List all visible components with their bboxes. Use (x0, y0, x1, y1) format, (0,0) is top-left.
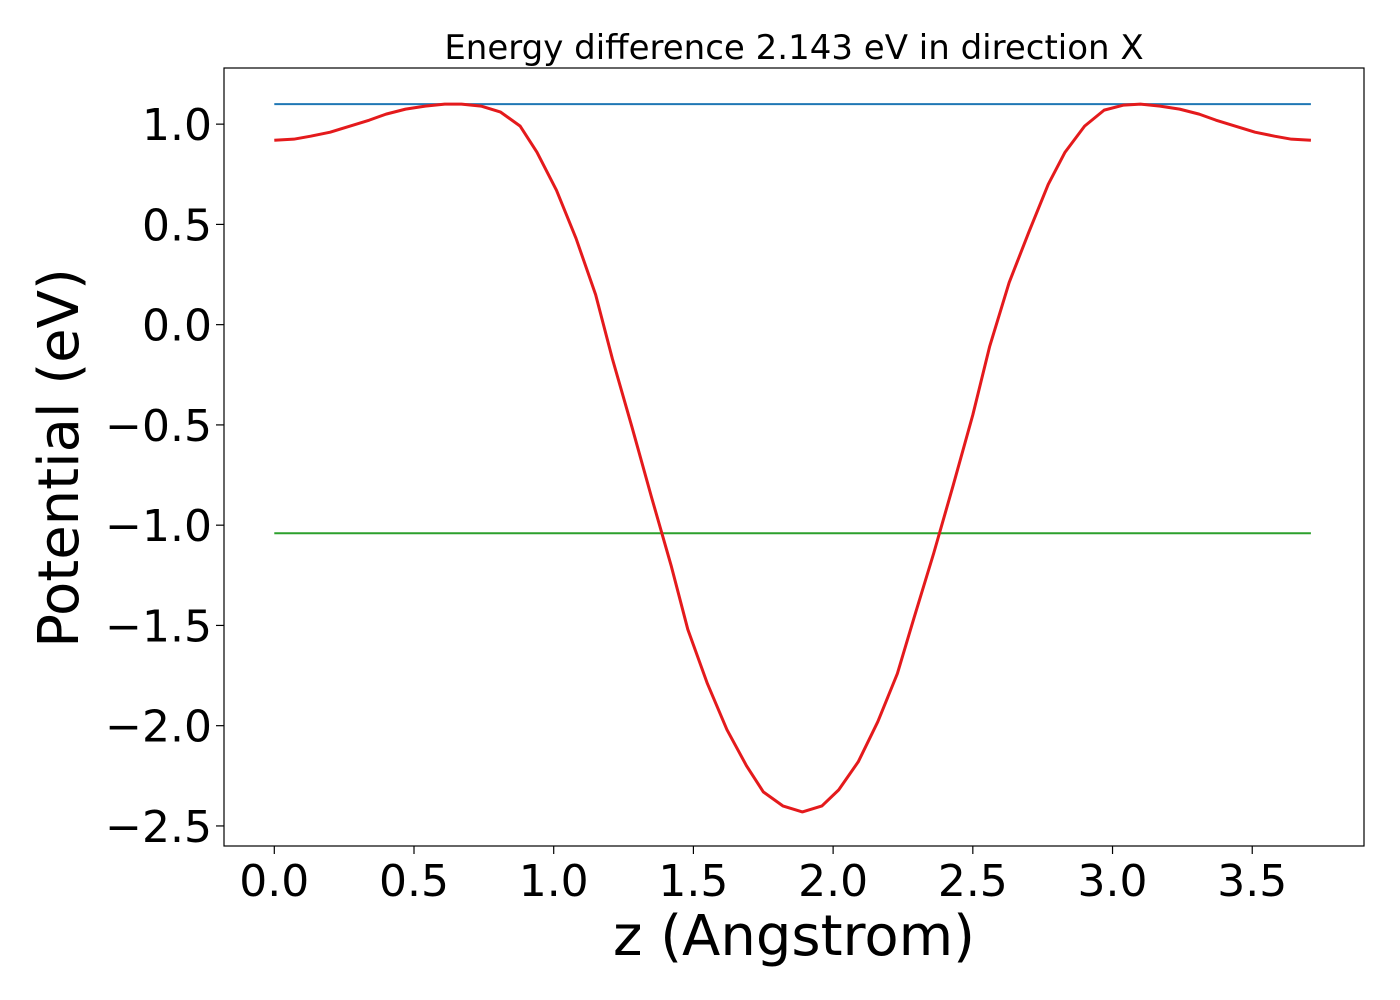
y-tick-label: −0.5 (105, 401, 212, 452)
x-tick-label: 2.5 (938, 856, 1008, 907)
plot-frame (223, 67, 1365, 847)
series-line-2 (274, 102, 1311, 814)
x-tick-label: 0.5 (379, 856, 449, 907)
y-tick-label: −1.0 (105, 501, 212, 552)
y-tick-label: −1.5 (105, 601, 212, 652)
y-axis-label: Potential (eV) (27, 268, 92, 648)
x-tick-label: 3.0 (1078, 856, 1148, 907)
x-axis: 0.0 0.5 1.0 1.5 2.0 2.5 3.0 3.5 (239, 846, 1287, 907)
y-tick-label: 0.0 (142, 301, 212, 352)
plot-area (223, 67, 1365, 847)
x-tick-label: 1.0 (519, 856, 589, 907)
series-layer (274, 102, 1311, 814)
x-tick-label: 3.5 (1217, 856, 1287, 907)
y-tick-label: 0.5 (142, 200, 212, 251)
x-tick-label: 1.5 (658, 856, 728, 907)
x-tick-label: 2.0 (798, 856, 868, 907)
y-tick-label: 1.0 (142, 100, 212, 151)
x-axis-label: z (Angstrom) (613, 904, 975, 969)
y-tick-label: −2.0 (105, 702, 212, 753)
chart-title: Energy difference 2.143 eV in direction … (444, 28, 1143, 68)
x-tick-label: 0.0 (239, 856, 309, 907)
y-axis: 1.0 0.5 0.0 −0.5 −1.0 −1.5 −2.0 −2.5 (105, 100, 224, 853)
y-tick-label: −2.5 (105, 802, 212, 853)
